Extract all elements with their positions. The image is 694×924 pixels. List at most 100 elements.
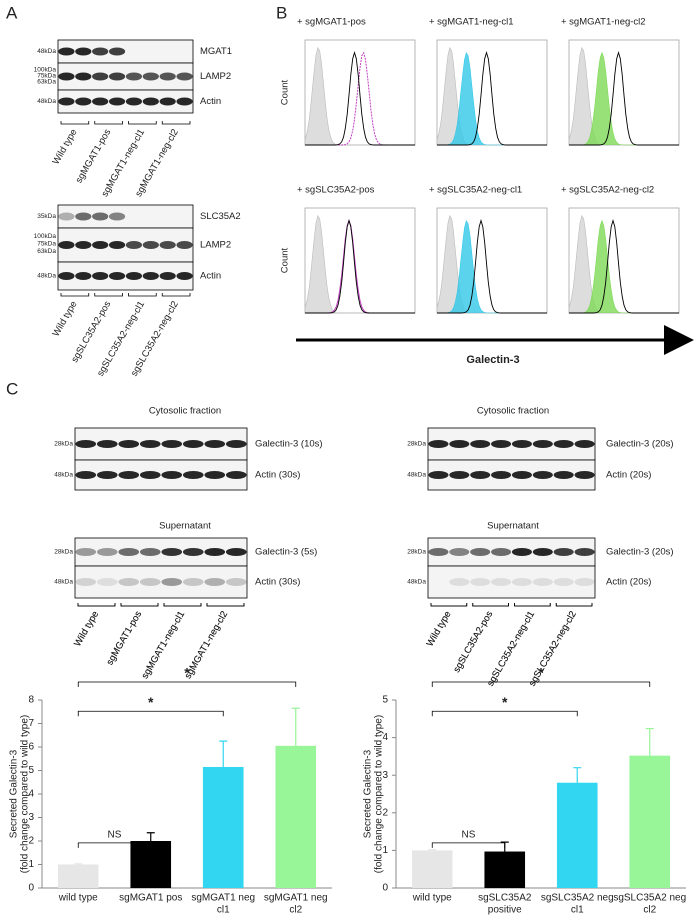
histogram-wildtype: [437, 51, 547, 146]
row-label: Actin (20s): [606, 577, 651, 588]
band: [449, 471, 470, 479]
marker-label: 75kDa: [37, 72, 56, 79]
lane-label: sgSLC35A2-neg-cl1: [485, 609, 537, 688]
panel-letter: C: [6, 379, 18, 398]
band: [125, 241, 143, 249]
x-tick-label: sgMGAT1 pos: [119, 893, 182, 904]
marker-label: 100kDa: [34, 66, 57, 73]
lane-bracket: [472, 603, 509, 607]
marker-label: 28kDa: [54, 549, 73, 556]
marker-label: 48kDa: [54, 472, 73, 479]
marker-label: 48kDa: [407, 472, 426, 479]
lane-bracket: [128, 121, 157, 125]
band: [161, 548, 183, 556]
band: [125, 97, 143, 106]
significance-label: *: [184, 665, 190, 681]
band: [225, 578, 247, 586]
band: [182, 440, 204, 448]
marker-label: 28kDa: [54, 441, 73, 448]
band: [176, 97, 193, 106]
band: [92, 72, 109, 81]
band: [92, 97, 109, 106]
significance-bracket: [431, 842, 506, 848]
marker-label: 48kDa: [407, 579, 426, 586]
band: [108, 47, 126, 56]
band: [225, 548, 247, 556]
band: [574, 578, 595, 586]
x-tick-label: cl1: [217, 905, 230, 916]
y-tick-label: 2: [28, 836, 34, 847]
lane-bracket: [206, 603, 245, 607]
band: [108, 72, 126, 81]
histogram-wildtype: [569, 51, 679, 146]
marker-label: 48kDa: [37, 98, 56, 105]
row-label: Actin: [200, 96, 221, 107]
band: [142, 72, 159, 81]
band: [159, 97, 176, 106]
row-label: Galectin-3 (20s): [606, 439, 674, 450]
band: [161, 578, 183, 586]
band: [225, 440, 247, 448]
band: [118, 471, 140, 479]
y-tick-label: 4: [382, 732, 388, 743]
band: [142, 97, 159, 106]
bar: [275, 745, 317, 888]
band: [511, 471, 532, 479]
lane-bracket: [555, 603, 593, 607]
x-tick-label: wild type: [412, 893, 452, 904]
y-tick-label: 3: [28, 812, 34, 823]
histogram-title: + sgSLC35A2-neg-cl1: [429, 185, 522, 196]
bar: [484, 851, 526, 888]
blot-strip: [57, 89, 194, 114]
error-bar: [645, 727, 654, 756]
band: [553, 471, 574, 479]
band: [491, 548, 512, 556]
significance-label: *: [502, 694, 508, 710]
lane-label: Wild type: [425, 609, 454, 648]
x-tick-label: cl2: [643, 905, 656, 916]
band: [470, 471, 491, 479]
band: [139, 471, 161, 479]
lane-bracket: [128, 293, 157, 297]
marker-label: 48kDa: [54, 579, 73, 586]
band: [176, 272, 193, 280]
band: [92, 212, 109, 221]
band: [428, 548, 449, 556]
histogram-wildtype: [305, 219, 415, 314]
lane-bracket: [163, 603, 202, 607]
band: [204, 440, 226, 448]
band: [470, 548, 491, 556]
lane-label: sgSLC35A2-neg-cl2: [527, 609, 579, 688]
error-bar: [428, 849, 437, 851]
lane-bracket: [430, 603, 468, 607]
band: [139, 578, 161, 586]
band: [470, 440, 491, 448]
band: [75, 471, 97, 479]
band: [511, 548, 532, 556]
band: [574, 471, 595, 479]
band: [532, 578, 553, 586]
x-tick-label: wild type: [58, 893, 98, 904]
row-label: LAMP2: [200, 240, 231, 251]
lane-bracket: [206, 603, 245, 607]
row-label: Actin (30s): [255, 577, 300, 588]
y-tick-label: 5: [382, 695, 388, 706]
band: [574, 548, 595, 556]
band: [532, 471, 553, 479]
bar: [202, 766, 244, 888]
band: [161, 471, 183, 479]
band: [58, 241, 75, 249]
y-label: Count: [280, 79, 291, 105]
band: [176, 241, 193, 249]
band: [225, 471, 247, 479]
y-tick-label: 0: [28, 883, 34, 894]
band: [75, 440, 97, 448]
band: [92, 272, 109, 280]
y-label: Count: [280, 247, 291, 273]
band: [204, 471, 226, 479]
lane-label: Wild type: [72, 609, 101, 648]
y-tick-label: 3: [382, 770, 388, 781]
blot-title: Supernatant: [487, 521, 539, 532]
lane-bracket: [120, 603, 159, 607]
